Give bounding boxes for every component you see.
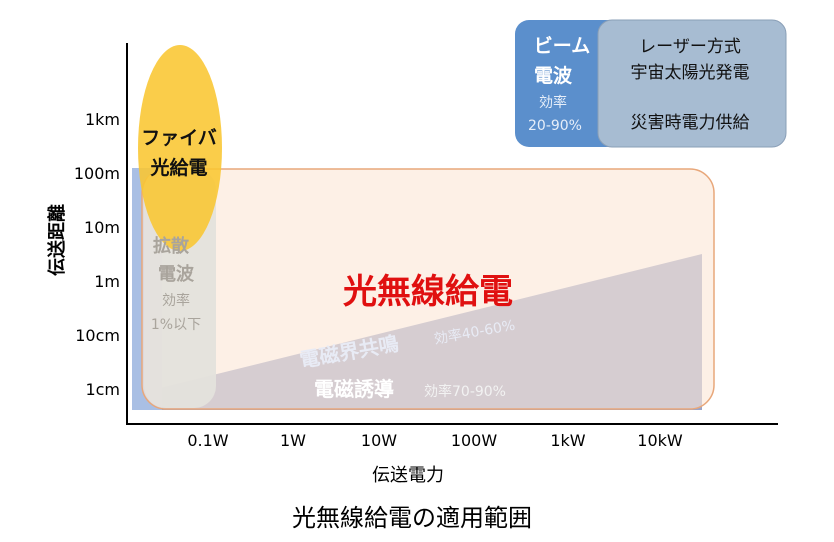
diffusion-label-line1: 拡散 xyxy=(153,235,190,257)
fiber-label-line2: 光給電 xyxy=(149,156,207,179)
y-tick-label: 10cm xyxy=(75,326,120,345)
laser-label-line1: レーザー方式 xyxy=(639,37,741,57)
x-tick-label: 100W xyxy=(451,431,498,450)
induction-efficiency: 効率70-90% xyxy=(424,383,506,400)
fiber-ellipse xyxy=(138,45,222,251)
diagram-title: 光無線給電の適用範囲 xyxy=(292,504,532,532)
laser-label-line3: 災害時電力供給 xyxy=(631,113,750,133)
diffusion-label-line2: 電波 xyxy=(158,263,195,285)
x-axis-title: 伝送電力 xyxy=(372,465,444,486)
fiber-label-line1: ファイバ xyxy=(141,127,217,149)
y-tick-label: 1m xyxy=(94,272,120,291)
diffusion-label-line3: 効率 xyxy=(162,292,190,309)
optical-region xyxy=(141,168,715,410)
laser-box xyxy=(597,19,787,148)
x-tick-label: 1kW xyxy=(550,431,585,450)
beam-label-line3: 効率 xyxy=(539,94,567,111)
optical-label: 光無線給電 xyxy=(343,272,513,312)
x-tick-label: 1W xyxy=(280,431,306,450)
y-tick-label: 10m xyxy=(84,218,120,237)
induction-label: 電磁誘導 xyxy=(314,377,394,401)
diffusion-label-line4: 1%以下 xyxy=(151,317,201,333)
x-tick-label: 0.1W xyxy=(187,431,228,450)
y-tick-label: 1cm xyxy=(85,380,120,399)
y-axis-title: 伝送距離 xyxy=(46,204,68,276)
laser-label-line2: 宇宙太陽光発電 xyxy=(631,63,750,83)
x-tick-label: 10W xyxy=(361,431,397,450)
y-tick-label: 100m xyxy=(74,164,120,183)
beam-label-line1: ビーム xyxy=(534,35,590,57)
beam-label-line4: 20-90% xyxy=(528,118,582,134)
x-tick-label: 10kW xyxy=(637,431,683,450)
beam-label-line2: 電波 xyxy=(534,64,573,87)
y-tick-label: 1km xyxy=(85,110,120,129)
